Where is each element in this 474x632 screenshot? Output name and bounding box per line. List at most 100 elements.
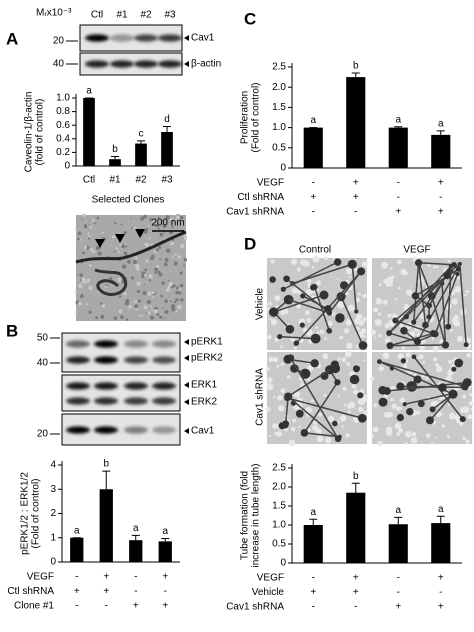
speck — [280, 345, 283, 348]
significance-letter: a — [395, 114, 401, 125]
grain — [120, 223, 123, 226]
grain — [89, 226, 93, 229]
speck — [427, 263, 431, 267]
grain — [174, 253, 177, 256]
speck — [377, 312, 382, 316]
condition-sign: - — [397, 573, 400, 584]
bar — [99, 489, 113, 562]
condition-sign: + — [438, 178, 444, 189]
band — [124, 397, 148, 405]
speck — [396, 432, 400, 436]
speck — [397, 259, 402, 265]
cell — [295, 409, 304, 418]
grain — [129, 227, 132, 229]
speck — [397, 286, 401, 290]
cell — [284, 392, 293, 401]
speck — [300, 259, 306, 266]
speck — [394, 422, 402, 430]
speck — [466, 353, 471, 358]
bar — [303, 525, 323, 563]
speck — [374, 319, 382, 326]
y-axis-label: (fold of control) — [35, 99, 46, 166]
condition-label: VEGF — [257, 178, 284, 189]
row-label: Cav1 shRNA — [255, 368, 266, 426]
grain — [86, 278, 91, 283]
cell — [333, 258, 342, 266]
error-bar — [394, 516, 403, 525]
bar — [388, 524, 408, 563]
speck — [449, 328, 453, 333]
band — [66, 397, 90, 405]
grain — [125, 277, 128, 279]
grain — [144, 273, 147, 277]
cell — [457, 261, 462, 266]
condition-label: Ctl shRNA — [7, 586, 54, 597]
speck — [274, 295, 281, 301]
cell — [290, 364, 299, 373]
panel-label: C — [244, 9, 256, 28]
grain — [128, 305, 132, 309]
cell — [293, 340, 300, 346]
bar — [388, 127, 408, 168]
y-axis-label: Caveolin-1/β-actin — [24, 92, 35, 173]
cell — [377, 359, 382, 365]
tube — [288, 298, 330, 314]
grain — [125, 245, 128, 248]
grain — [169, 271, 171, 273]
speck — [370, 329, 376, 336]
speck — [270, 319, 278, 326]
speck — [265, 366, 270, 371]
mw-marker: 20 — [37, 429, 49, 440]
grain — [123, 292, 127, 296]
grain — [143, 229, 148, 234]
speck — [269, 317, 272, 321]
arrow — [184, 428, 189, 434]
speck — [372, 307, 378, 313]
speck — [267, 334, 272, 340]
y-tick-label: 0 — [50, 557, 56, 568]
bar — [158, 541, 172, 562]
grain — [124, 301, 130, 306]
speck — [280, 362, 285, 366]
grain — [93, 222, 96, 225]
grain — [130, 217, 132, 220]
mw-marker: 40 — [53, 59, 65, 70]
band — [124, 382, 148, 390]
cell — [277, 333, 283, 340]
grain — [164, 299, 168, 304]
grain — [119, 315, 124, 320]
cell — [285, 324, 295, 334]
mw-marker: 20 — [53, 36, 65, 47]
cell — [411, 319, 417, 325]
grain — [154, 267, 158, 271]
grain — [121, 244, 126, 249]
grain — [91, 219, 95, 222]
grain — [74, 291, 78, 294]
blot-label: ERK2 — [191, 397, 218, 408]
y-tick-label: 1.0 — [272, 122, 286, 133]
grain — [120, 247, 123, 249]
grain — [76, 237, 80, 241]
mw-label: Mᵣx10⁻³ — [36, 8, 72, 19]
cell — [299, 322, 305, 328]
y-axis-label: pERK1/2 : ERK1/2 — [20, 472, 31, 555]
tube — [415, 268, 459, 297]
tube — [287, 395, 339, 440]
speck — [451, 298, 458, 305]
grain — [134, 263, 140, 269]
grain — [171, 219, 174, 222]
grain — [154, 271, 157, 274]
cell — [402, 402, 407, 407]
scale-label: 200 nm — [151, 218, 184, 229]
speck — [436, 365, 443, 373]
column-label: Control — [299, 245, 331, 256]
band — [85, 60, 109, 68]
cell — [334, 435, 342, 443]
cell — [319, 290, 329, 300]
condition-sign: - — [105, 601, 108, 612]
speck — [272, 423, 278, 429]
cell — [326, 310, 333, 316]
error-bar — [102, 470, 111, 490]
speck — [268, 356, 274, 362]
cell — [311, 284, 318, 290]
